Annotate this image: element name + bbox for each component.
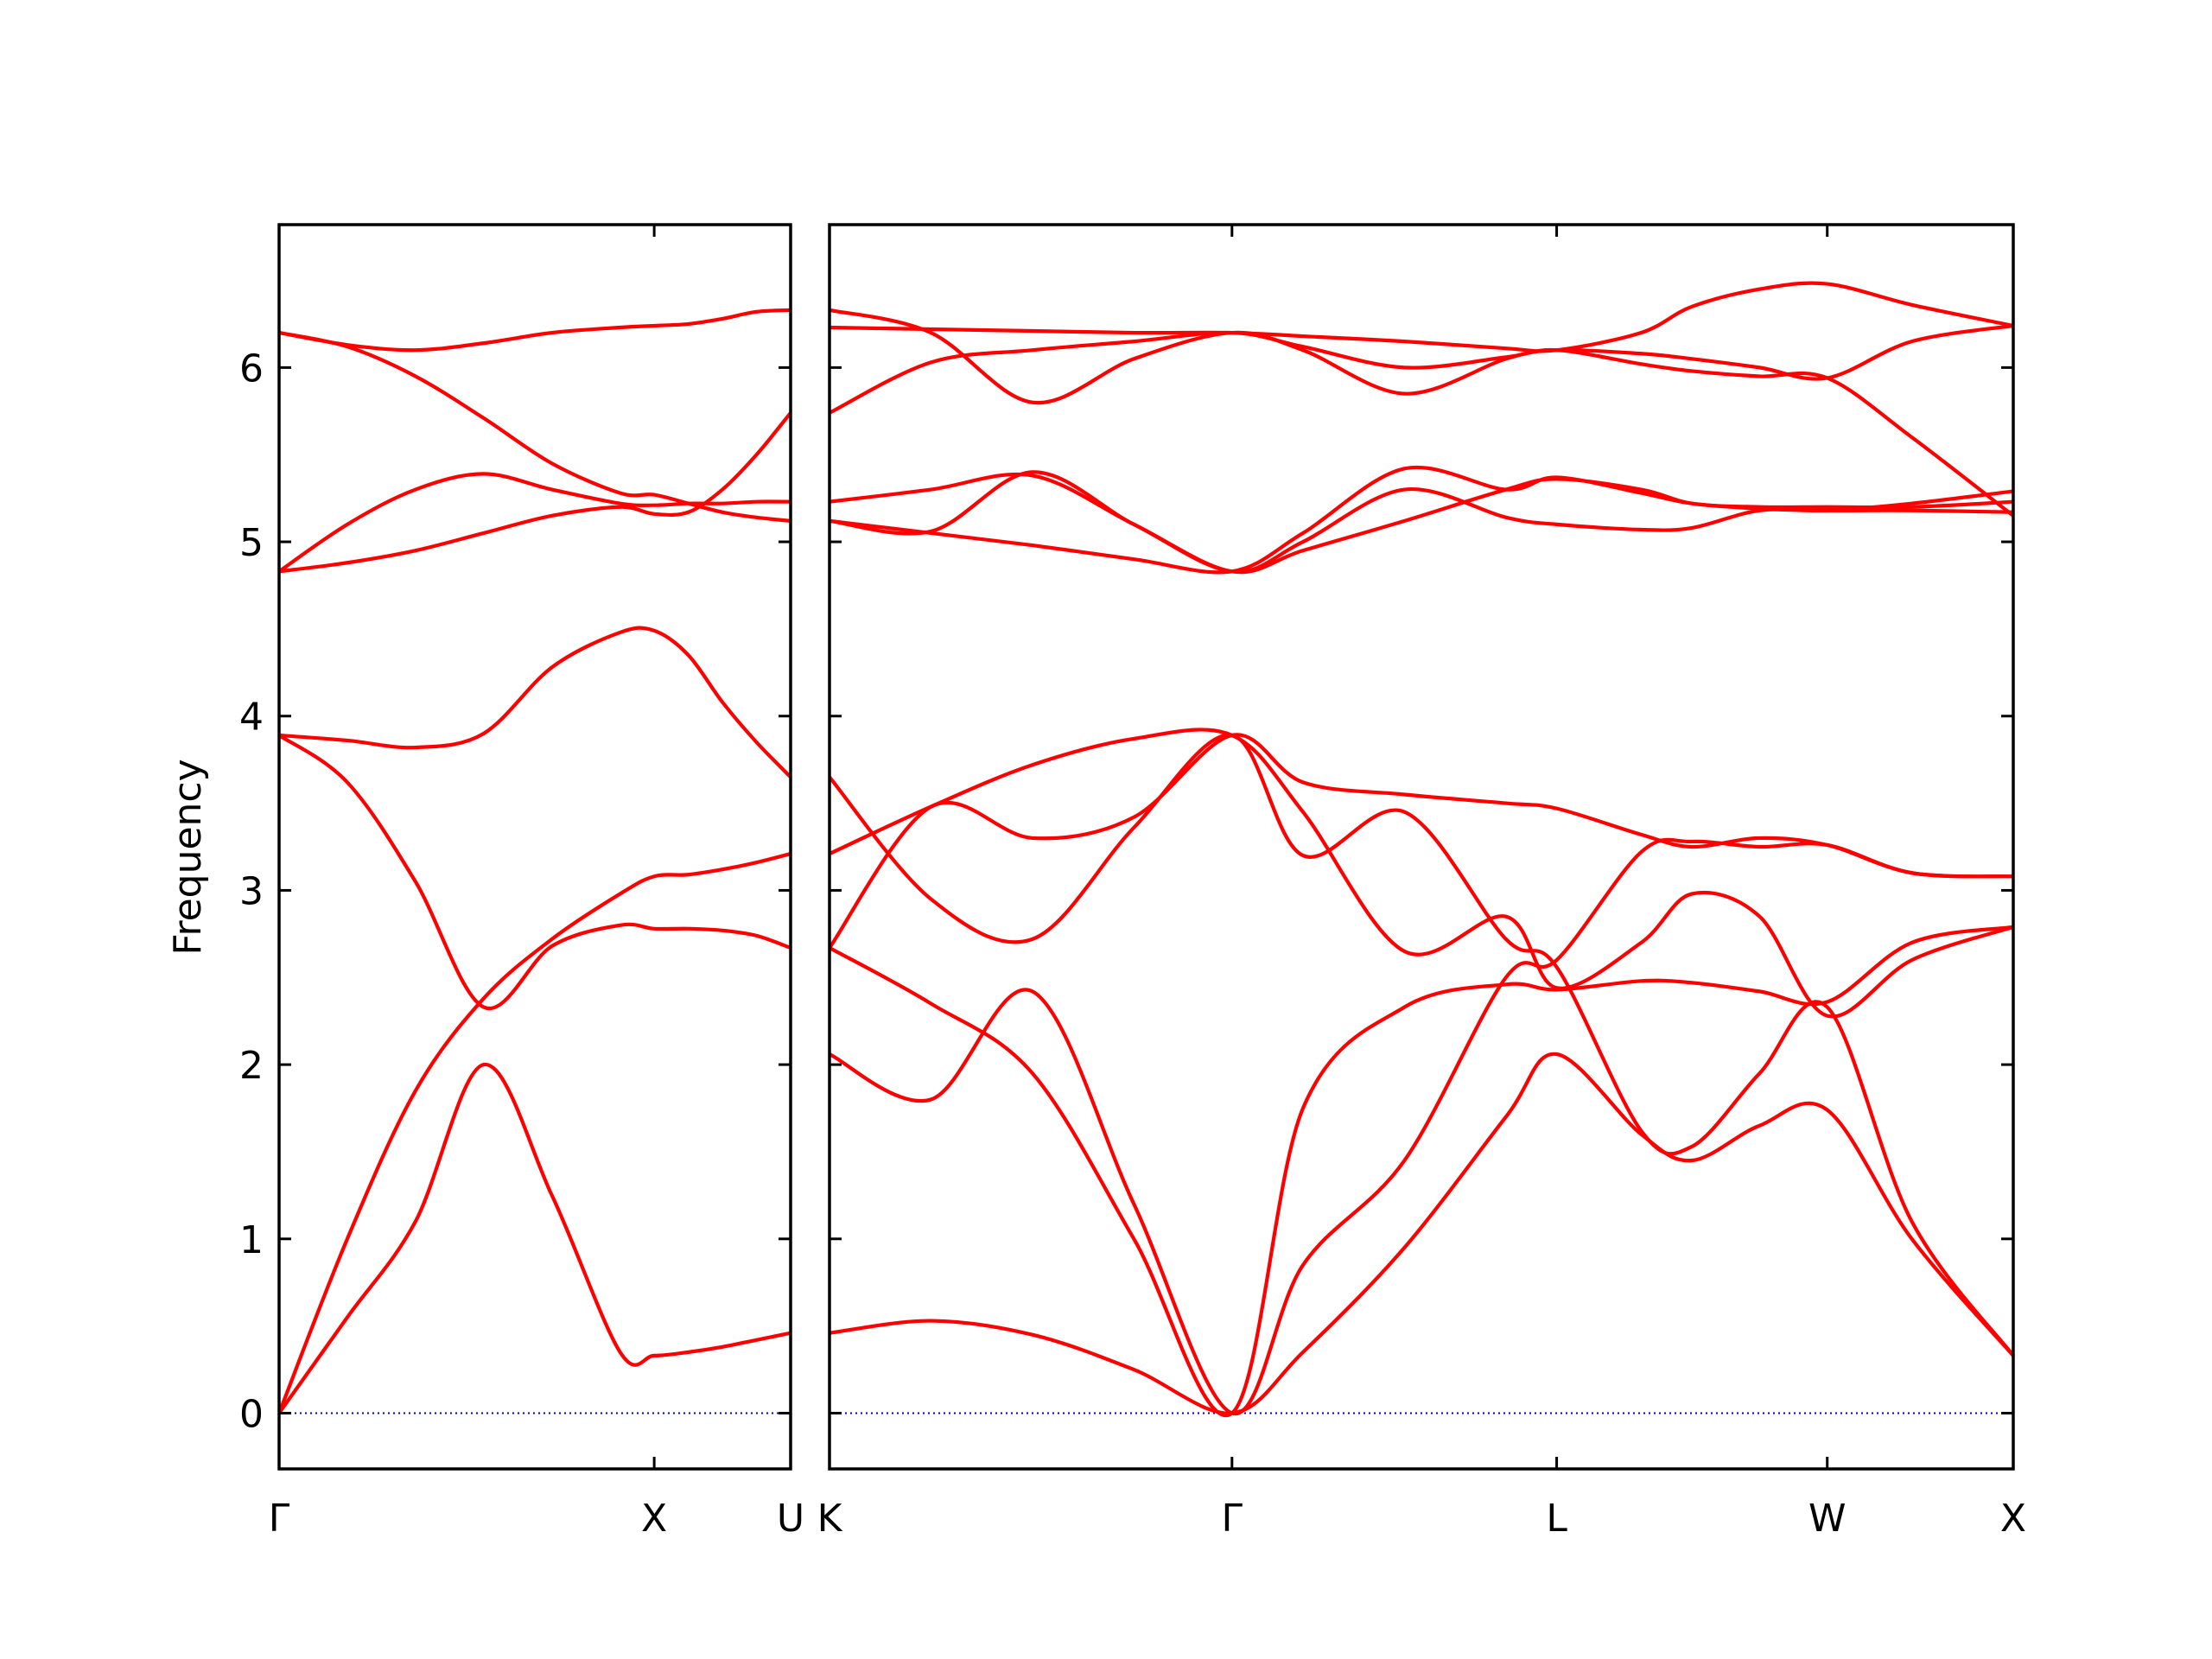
xtick-label-u: U <box>777 1497 804 1541</box>
xtick-label-gamma: Γ <box>269 1497 290 1541</box>
band-lines <box>279 308 791 1415</box>
ytick-label: 1 <box>239 1218 264 1262</box>
band-line-11 <box>830 308 2013 405</box>
ytick-label: 4 <box>239 696 264 740</box>
xtick-label-x: X <box>641 1497 667 1541</box>
band-line-4 <box>279 626 791 779</box>
ytick-label: 2 <box>239 1044 264 1088</box>
ytick-label: 6 <box>239 346 264 391</box>
band-line-2 <box>279 851 791 1415</box>
y-axis-label: Frequency <box>166 759 210 955</box>
band-line-9 <box>830 472 2013 575</box>
band-line-1 <box>830 1052 2013 1415</box>
xtick-label-k: K <box>817 1497 843 1541</box>
band-line-3 <box>830 925 2013 1418</box>
band-line-12 <box>830 281 2013 353</box>
panel-frame <box>828 223 2015 1471</box>
band-line-7 <box>830 470 2013 574</box>
ytick-label: 5 <box>239 521 264 565</box>
xtick-label-gamma: Γ <box>1222 1497 1243 1541</box>
band-line-6 <box>830 733 2013 1358</box>
band-line-8 <box>279 330 791 523</box>
band-line-5 <box>830 728 2013 1019</box>
ytick-label: 0 <box>239 1392 264 1436</box>
band-lines <box>830 281 2013 1418</box>
panel-gamma-x-u: 0 1 2 3 4 5 6 Γ X U <box>239 223 804 1541</box>
band-line-4 <box>830 733 2013 950</box>
xtick-label-l: L <box>1546 1497 1567 1541</box>
panel-frame <box>277 223 792 1471</box>
band-line-3 <box>279 733 791 1011</box>
band-line-1 <box>279 1062 791 1415</box>
band-line-2 <box>830 837 2013 1416</box>
band-line-8 <box>830 465 2013 575</box>
xtick-label-x: X <box>2000 1497 2026 1541</box>
band-line-7 <box>279 308 791 353</box>
band-line-6 <box>279 410 791 574</box>
xtick-label-w: W <box>1808 1497 1847 1541</box>
ytick-label: 3 <box>239 869 264 913</box>
band-line-5 <box>279 472 791 574</box>
